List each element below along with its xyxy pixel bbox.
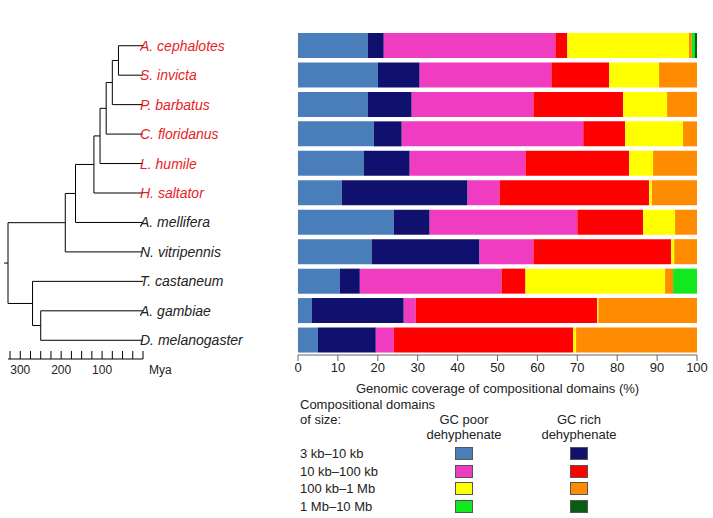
html-text:GC rich: GC rich: [557, 412, 601, 427]
svg-text:D. melanogaster: D. melanogaster: [140, 332, 244, 348]
svg-text:20: 20: [371, 360, 385, 375]
svg-text:100: 100: [686, 360, 705, 375]
svg-text:S. invicta: S. invicta: [140, 67, 197, 83]
svg-text:40: 40: [450, 360, 464, 375]
html-text:of size:: of size:: [300, 412, 342, 427]
svg-text:Mya: Mya: [149, 363, 172, 377]
svg-text:A. mellifera: A. mellifera: [140, 214, 210, 230]
html-text:Compositional domains: Compositional domains: [300, 397, 436, 412]
svg-text:N. vitripennis: N. vitripennis: [140, 244, 221, 260]
svg-text:100: 100: [92, 363, 112, 377]
svg-text:200: 200: [51, 363, 71, 377]
svg-text:C. floridanus: C. floridanus: [140, 126, 219, 142]
svg-text:10: 10: [331, 360, 345, 375]
svg-text:90: 90: [650, 360, 664, 375]
html-text:1 Mb–10 Mb: 1 Mb–10 Mb: [300, 498, 373, 514]
html-text:GC poor: GC poor: [439, 412, 489, 427]
svg-text:30: 30: [410, 360, 424, 375]
html-text:100 kb–1 Mb: 100 kb–1 Mb: [300, 481, 376, 496]
svg-text:60: 60: [530, 360, 544, 375]
html-text:10 kb–100 kb: 10 kb–100 kb: [300, 463, 379, 479]
svg-text:A. cephalotes: A. cephalotes: [140, 38, 225, 54]
svg-text:Genomic coverage of compositio: Genomic coverage of compositional domain…: [356, 381, 639, 396]
svg-text:80: 80: [610, 360, 624, 375]
svg-text:70: 70: [570, 360, 584, 375]
svg-text:L. humile: L. humile: [140, 156, 197, 172]
html-text:3 kb–10 kb: 3 kb–10 kb: [300, 446, 364, 461]
svg-text:50: 50: [490, 360, 504, 375]
html-text:dehyphenate: dehyphenate: [426, 427, 502, 442]
html-text:dehyphenate: dehyphenate: [541, 427, 617, 442]
svg-text:P. barbatus: P. barbatus: [140, 97, 210, 113]
svg-text:A. gambiae: A. gambiae: [140, 303, 211, 319]
svg-text:300: 300: [10, 363, 30, 377]
svg-text:H. saltator: H. saltator: [140, 185, 205, 201]
svg-text:0: 0: [294, 360, 301, 375]
svg-text:T. castaneum: T. castaneum: [140, 273, 224, 289]
